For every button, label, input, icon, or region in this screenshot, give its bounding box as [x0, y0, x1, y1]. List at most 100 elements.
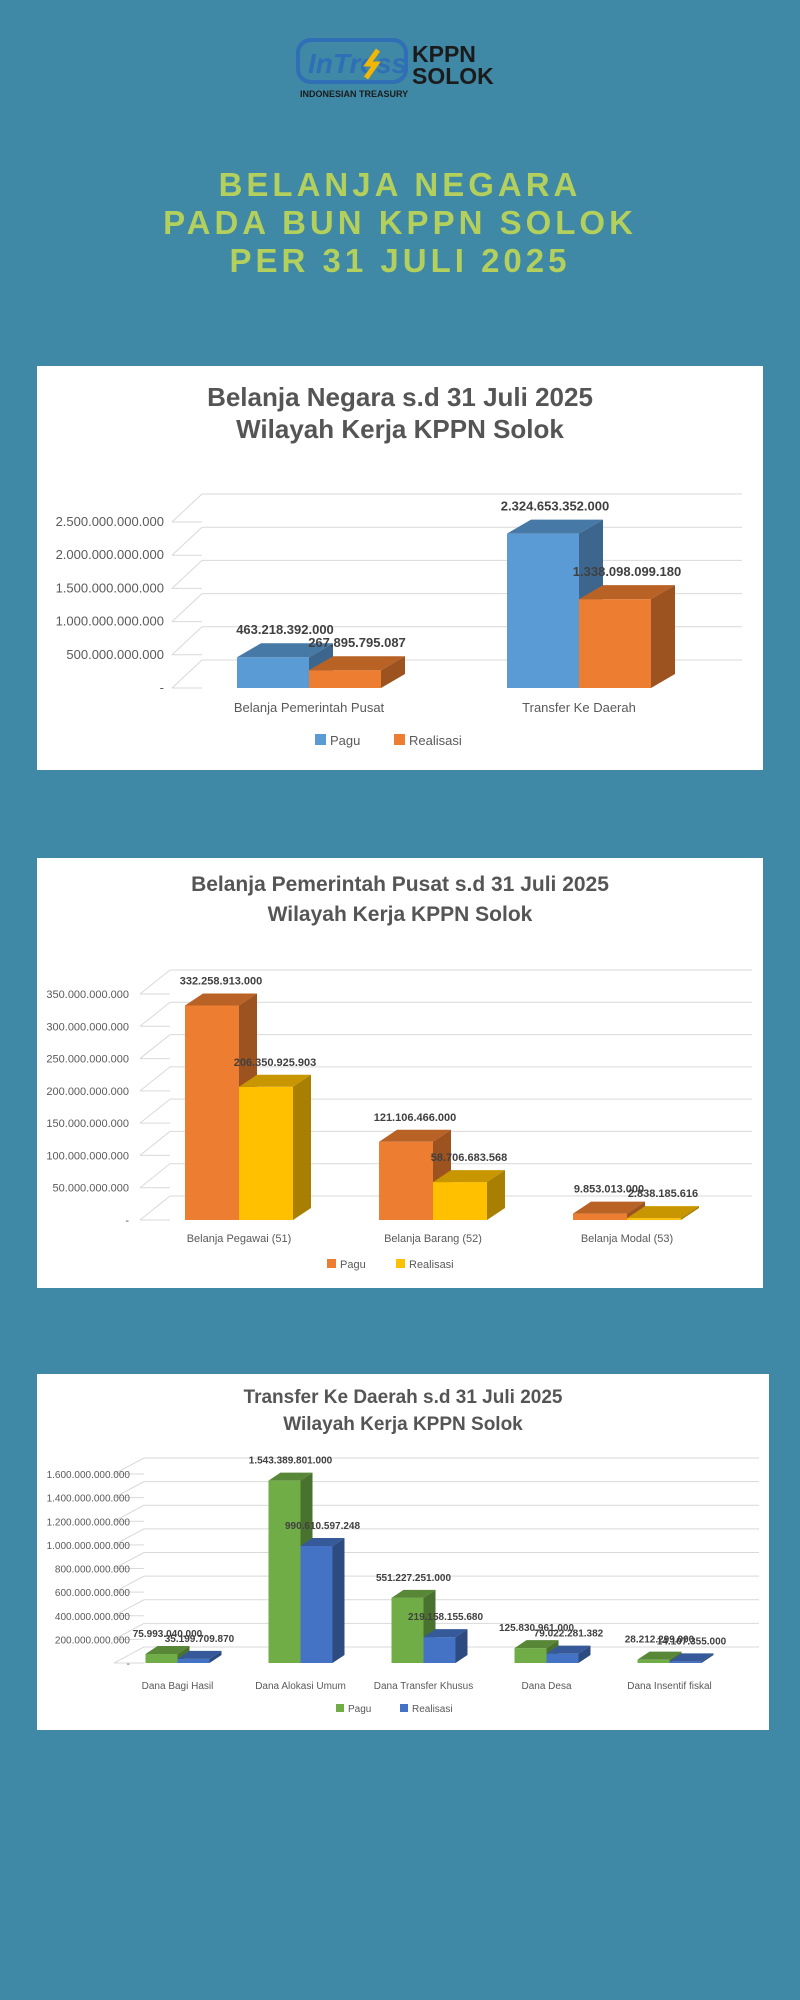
- y-tick-label: 1.200.000.000.000: [47, 1517, 131, 1528]
- bar-pagu-belanja-modal-53-top: [573, 1201, 645, 1214]
- gridline-side: [171, 526, 203, 556]
- data-label-pagu-dana-insentif-fiskal: 28.212.299.000: [625, 1635, 695, 1646]
- y-tick-label: 1.000.000.000.000: [47, 1541, 131, 1552]
- legend: Pagu Realisasi: [336, 1704, 453, 1715]
- chart-subtitle: Wilayah Kerja KPPN Solok: [236, 414, 564, 444]
- bar-pagu-belanja-modal-53-front: [573, 1213, 627, 1220]
- gridline-side: [139, 1034, 171, 1059]
- data-label-pagu-dana-alokasi-umum: 1.543.389.801.000: [249, 1456, 333, 1467]
- data-label-realisasi-belanja-pegawai-51: 206.350.925.903: [234, 1057, 317, 1069]
- gridline-side: [113, 1646, 145, 1664]
- legend-label-pagu: Pagu: [340, 1259, 366, 1271]
- y-tick-label: -: [125, 1215, 129, 1227]
- bar-pagu-belanja-barang-52: [379, 1129, 451, 1220]
- chart-belanja-pemerintah-pusat: Belanja Pemerintah Pusat s.d 31 Juli 202…: [46, 873, 752, 1271]
- category-label-dana-alokasi-umum: Dana Alokasi Umum: [255, 1681, 346, 1692]
- data-label-pagu-dana-bagi-hasil: 75.993.040.000: [133, 1629, 203, 1640]
- data-label-pagu-belanja-modal-53: 9.853.013.000: [574, 1184, 644, 1196]
- data-label-realisasi-belanja-barang-52: 58.706.683.568: [431, 1152, 507, 1164]
- bar-realisasi-dana-transfer-khusus: [423, 1629, 468, 1663]
- gridline-side: [139, 1195, 171, 1221]
- gridlines: [113, 1457, 759, 1664]
- bar-realisasi-belanja-barang-52-front: [433, 1182, 487, 1220]
- data-label-realisasi-transfer-ke-daerah: 1.338.098.099.180: [573, 564, 681, 579]
- chart-subtitle: Wilayah Kerja KPPN Solok: [268, 903, 533, 926]
- data-label-pagu-dana-transfer-khusus: 551.227.251.000: [376, 1573, 452, 1584]
- y-tick-label: 2.500.000.000.000: [56, 514, 164, 529]
- y-tick-label: 50.000.000.000: [53, 1183, 129, 1195]
- y-tick-label: 100.000.000.000: [46, 1150, 129, 1162]
- bar-realisasi-belanja-barang-52-side: [487, 1170, 505, 1220]
- gridline-side: [113, 1504, 145, 1522]
- bar-realisasi-dana-bagi-hasil: [177, 1650, 222, 1663]
- chart-panel-transfer-ke-daerah: Transfer Ke Daerah s.d 31 Juli 2025 Wilay…: [37, 1374, 769, 1730]
- bar-realisasi-transfer-ke-daerah-side: [651, 585, 675, 688]
- y-tick-label: 1.500.000.000.000: [56, 580, 164, 595]
- bar-realisasi-dana-insentif-fiskal-side: [701, 1653, 714, 1663]
- gridline-side: [171, 626, 203, 656]
- bar-realisasi-dana-alokasi-umum: [300, 1537, 345, 1663]
- bar-pagu-dana-alokasi-umum-top: [268, 1472, 313, 1481]
- bar-realisasi-belanja-pemerintah-pusat: [309, 656, 405, 688]
- chart-transfer-ke-daerah: Transfer Ke Daerah s.d 31 Juli 2025 Wilay…: [47, 1387, 759, 1715]
- category-label-belanja-pegawai-51: Belanja Pegawai (51): [187, 1233, 292, 1245]
- headline-line-3: PER 31 JULI 2025: [229, 242, 571, 279]
- y-tick-label: 350.000.000.000: [46, 989, 129, 1001]
- gridline-side: [113, 1481, 145, 1499]
- bar-realisasi-dana-bagi-hasil-front: [177, 1658, 210, 1663]
- gridline-side: [171, 560, 203, 589]
- bar-pagu-belanja-pegawai-51-front: [185, 1005, 239, 1220]
- data-label-realisasi-dana-bagi-hasil: 35.199.709.870: [165, 1634, 235, 1645]
- data-labels: 332.258.913.000 206.350.925.903 121.106.46…: [180, 975, 698, 1200]
- legend-swatch-pagu: [327, 1259, 336, 1268]
- bar-realisasi-belanja-pegawai-51: [239, 1074, 311, 1220]
- y-tick-label: 400.000.000.000: [55, 1612, 131, 1623]
- category-label-belanja-barang-52: Belanja Barang (52): [384, 1233, 482, 1245]
- logo-tagline: INDONESIAN TREASURY: [300, 89, 408, 99]
- data-label-realisasi-dana-desa: 79.022.281.382: [534, 1629, 604, 1640]
- bar-realisasi-transfer-ke-daerah: [579, 585, 675, 688]
- gridline-side: [113, 1622, 145, 1640]
- bar-realisasi-belanja-pemerintah-pusat-side: [381, 656, 405, 688]
- chart-title: Belanja Pemerintah Pusat s.d 31 Juli 202…: [191, 873, 609, 896]
- data-label-realisasi-belanja-pemerintah-pusat: 267.895.795.087: [308, 635, 406, 650]
- y-tick-label: 1.600.000.000.000: [47, 1470, 131, 1481]
- y-tick-label: -: [127, 1659, 130, 1670]
- bar-realisasi-dana-transfer-khusus-side: [455, 1629, 468, 1663]
- bar-realisasi-dana-insentif-fiskal-top: [669, 1653, 714, 1662]
- data-label-realisasi-dana-insentif-fiskal: 14.107.355.000: [657, 1636, 727, 1647]
- bar-pagu-belanja-pegawai-51-top: [185, 993, 257, 1006]
- bar-realisasi-dana-desa-side: [578, 1645, 591, 1663]
- legend-swatch-realisasi: [396, 1259, 405, 1268]
- bar-pagu-dana-insentif-fiskal-front: [637, 1659, 670, 1663]
- legend: Pagu Realisasi: [327, 1259, 454, 1271]
- bar-pagu-transfer-ke-daerah-front: [507, 533, 579, 688]
- bars: [185, 993, 699, 1220]
- legend-label-realisasi: Realisasi: [409, 1259, 454, 1271]
- y-tick-label: 800.000.000.000: [55, 1565, 131, 1576]
- gridline-side: [113, 1528, 145, 1546]
- gridline-side: [139, 1131, 171, 1156]
- logo-name-line2: SOLOK: [412, 63, 494, 89]
- chart-panel-belanja-negara: Belanja Negara s.d 31 Juli 2025 Wilayah K…: [37, 366, 763, 770]
- bar-realisasi-dana-transfer-khusus-front: [423, 1637, 456, 1663]
- legend-swatch-realisasi: [394, 734, 405, 745]
- kppn-solok-logo: InTress KPPN SOLOK INDONESIAN TREASURY: [296, 38, 494, 99]
- category-label-transfer-ke-daerah: Transfer Ke Daerah: [522, 700, 636, 715]
- gridline-side: [139, 969, 171, 995]
- bar-pagu-belanja-pemerintah-pusat-front: [237, 657, 309, 688]
- headline-line-1: BELANJA NEGARA: [218, 166, 582, 203]
- lightning-icon: [363, 48, 381, 80]
- bar-pagu-dana-alokasi-umum-front: [268, 1480, 301, 1663]
- gridline-side: [113, 1575, 145, 1593]
- bar-realisasi-dana-desa-front: [546, 1653, 579, 1663]
- bar-realisasi-belanja-modal-53-side: [681, 1206, 699, 1220]
- legend-label-pagu: Pagu: [330, 733, 360, 748]
- bar-pagu-dana-insentif-fiskal-top: [637, 1651, 682, 1660]
- gridline-side: [139, 1098, 171, 1124]
- category-label-belanja-pemerintah-pusat: Belanja Pemerintah Pusat: [234, 700, 385, 715]
- bar-pagu-dana-bagi-hasil-front: [145, 1654, 178, 1663]
- bar-pagu-dana-transfer-khusus-top: [391, 1589, 436, 1598]
